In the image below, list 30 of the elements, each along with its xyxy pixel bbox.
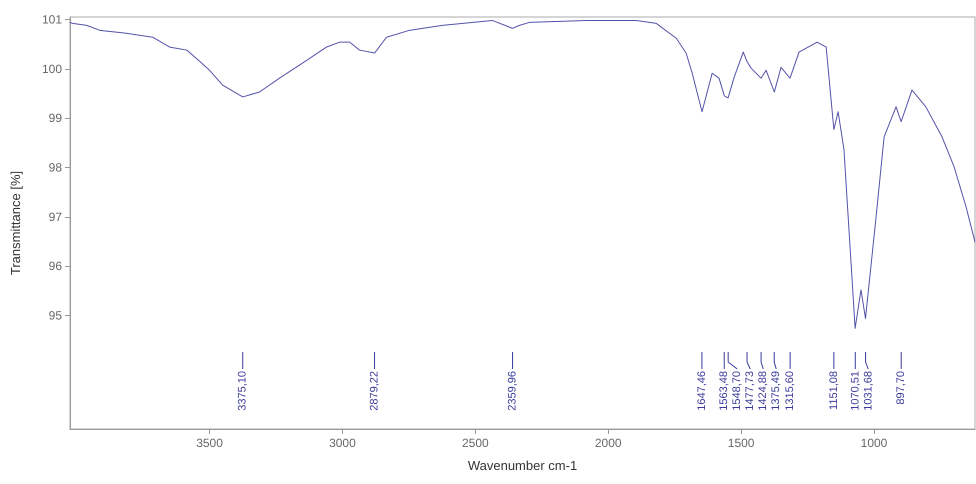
x-tick-label: 2000 bbox=[594, 436, 622, 450]
y-tick-label: 101 bbox=[42, 12, 62, 26]
x-tick-label: 3000 bbox=[329, 436, 356, 450]
y-tick-label: 99 bbox=[48, 111, 62, 126]
x-tick-label: 1500 bbox=[728, 436, 755, 450]
ref-line-label: 1647,46 bbox=[696, 371, 708, 411]
y-axis-title: Transmittance [%] bbox=[8, 170, 23, 276]
ref-line-label: 897,70 bbox=[895, 371, 908, 405]
ref-line-label: 1424,88 bbox=[757, 371, 770, 411]
x-tick-label: 3500 bbox=[196, 436, 224, 450]
ref-line-label: 1315,60 bbox=[784, 371, 796, 411]
ref-line-label: 1070,51 bbox=[849, 371, 862, 411]
ref-line-label: 1151,08 bbox=[828, 371, 840, 410]
ref-line-label: 1031,68 bbox=[862, 371, 874, 411]
ref-line-label: 1563,48 bbox=[718, 371, 730, 411]
y-tick-label: 100 bbox=[42, 62, 62, 76]
ref-line-label: 1477,73 bbox=[744, 371, 756, 411]
ref-line-label: 1548,70 bbox=[731, 371, 744, 411]
y-tick-label: 96 bbox=[48, 259, 62, 274]
y-tick-label: 97 bbox=[48, 210, 62, 224]
y-tick-label: 95 bbox=[48, 308, 62, 323]
y-tick-label: 98 bbox=[48, 160, 62, 174]
x-tick-label: 1000 bbox=[860, 436, 888, 450]
x-axis-title: Wavenumber cm-1 bbox=[468, 458, 578, 473]
ref-line-label: 2879,22 bbox=[368, 371, 381, 411]
ref-line-label: 1375,49 bbox=[770, 371, 782, 411]
ref-line-label: 2359,96 bbox=[506, 371, 519, 411]
line-series bbox=[70, 20, 976, 329]
ref-line-label: 3375,10 bbox=[236, 371, 249, 411]
x-tick-label: 2500 bbox=[462, 436, 489, 450]
